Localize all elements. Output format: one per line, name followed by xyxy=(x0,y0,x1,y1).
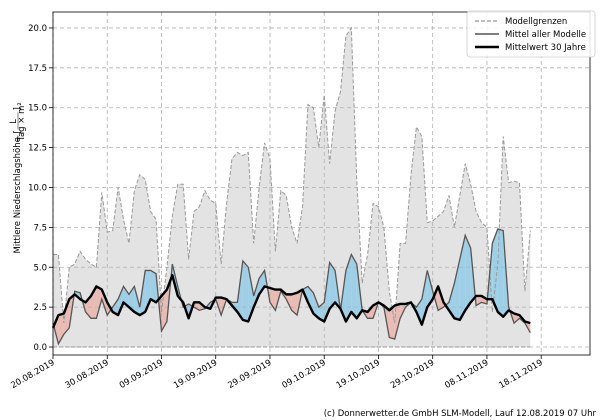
x-tick-label: 20.08.2019 xyxy=(9,358,56,391)
anomaly-fill-above xyxy=(454,259,460,320)
anomaly-fill-below xyxy=(101,289,108,316)
anomaly-fill-above xyxy=(112,299,119,316)
y-tick-label: 12.5 xyxy=(28,144,47,154)
y-tick-label: 2.5 xyxy=(33,303,47,313)
series-modellgrenzen-upper xyxy=(53,26,531,324)
plot-area xyxy=(51,12,590,355)
y-tick-label: 15.0 xyxy=(28,104,47,114)
x-tick-label: 09.09.2019 xyxy=(118,358,165,391)
anomaly-fill-above xyxy=(497,228,504,317)
anomaly-fill-above xyxy=(118,286,124,316)
y-axis-label-text: Mittlere Niederschlagshöhe xyxy=(13,137,23,253)
series-mittelwert-30-jahre xyxy=(51,274,531,329)
legend: Modellgrenzen Mittel aller Modelle Mitte… xyxy=(466,10,596,58)
legend-label-modellgrenzen: Modellgrenzen xyxy=(505,17,567,27)
x-tick-label: 29.10.2019 xyxy=(389,358,436,391)
anomaly-fill-above xyxy=(150,270,157,303)
anomaly-fill-above xyxy=(465,235,471,311)
plot-frame xyxy=(52,11,591,356)
y-tick-label: 17.5 xyxy=(28,64,47,74)
legend-label-mittelwert-30-jahre: Mittelwert 30 Jahre xyxy=(505,43,586,53)
y-tick-label: 5.0 xyxy=(33,263,47,273)
anomaly-fill-above xyxy=(492,228,498,312)
x-tick-label: 08.11.2019 xyxy=(443,358,490,391)
anomaly-fill-below xyxy=(394,303,401,340)
anomaly-fill-below xyxy=(269,288,276,311)
legend-label-mittel-aller-modelle: Mittel aller Modelle xyxy=(505,30,586,40)
anomaly-fill-below xyxy=(434,286,439,311)
anomaly-fill-above xyxy=(459,235,466,320)
anomaly-fill-above xyxy=(427,270,433,308)
anomaly-fill-above xyxy=(448,283,455,319)
anomaly-fill-above xyxy=(242,260,249,322)
x-tick-label: 09.10.2019 xyxy=(281,358,328,391)
y-axis-label-bracket-close: ] xyxy=(13,107,23,110)
x-tick-label: 19.09.2019 xyxy=(172,358,219,391)
legend-box xyxy=(466,10,596,58)
x-tick-label: 19.10.2019 xyxy=(335,358,382,391)
y-axis-label-bracket-open: [ xyxy=(13,130,23,133)
anomaly-fill-below xyxy=(476,295,482,306)
y-tick-label: 0.0 xyxy=(33,343,47,353)
anomaly-fill-below xyxy=(53,315,59,344)
y-tick-label: 20.0 xyxy=(28,24,47,34)
anomaly-fill-above xyxy=(351,254,357,319)
x-tick-label: 29.09.2019 xyxy=(226,358,273,391)
y-tick-label: 7.5 xyxy=(33,223,47,233)
anomaly-fill-above xyxy=(345,254,352,322)
anomaly-fill-above xyxy=(253,278,260,308)
y-tick-label: 10.0 xyxy=(28,183,47,193)
series-mittel-aller-modelle xyxy=(52,228,531,346)
anomaly-fill-below xyxy=(194,302,200,311)
x-tick-label: 30.08.2019 xyxy=(64,358,111,391)
anomaly-fill-above xyxy=(313,292,319,319)
anomaly-fill-below xyxy=(96,286,102,319)
anomaly-fill-below xyxy=(291,292,298,316)
anomaly-fill-above xyxy=(329,262,336,309)
credit-text: (c) Donnerwetter.de GmbH SLM-Modell, Lau… xyxy=(324,409,597,419)
y-axis-unit-denominator: Tag × m² xyxy=(17,102,27,142)
y-axis-unit-numerator: L xyxy=(9,119,19,124)
x-tick-label: 18.11.2019 xyxy=(498,358,545,391)
anomaly-fill-below xyxy=(63,299,70,335)
